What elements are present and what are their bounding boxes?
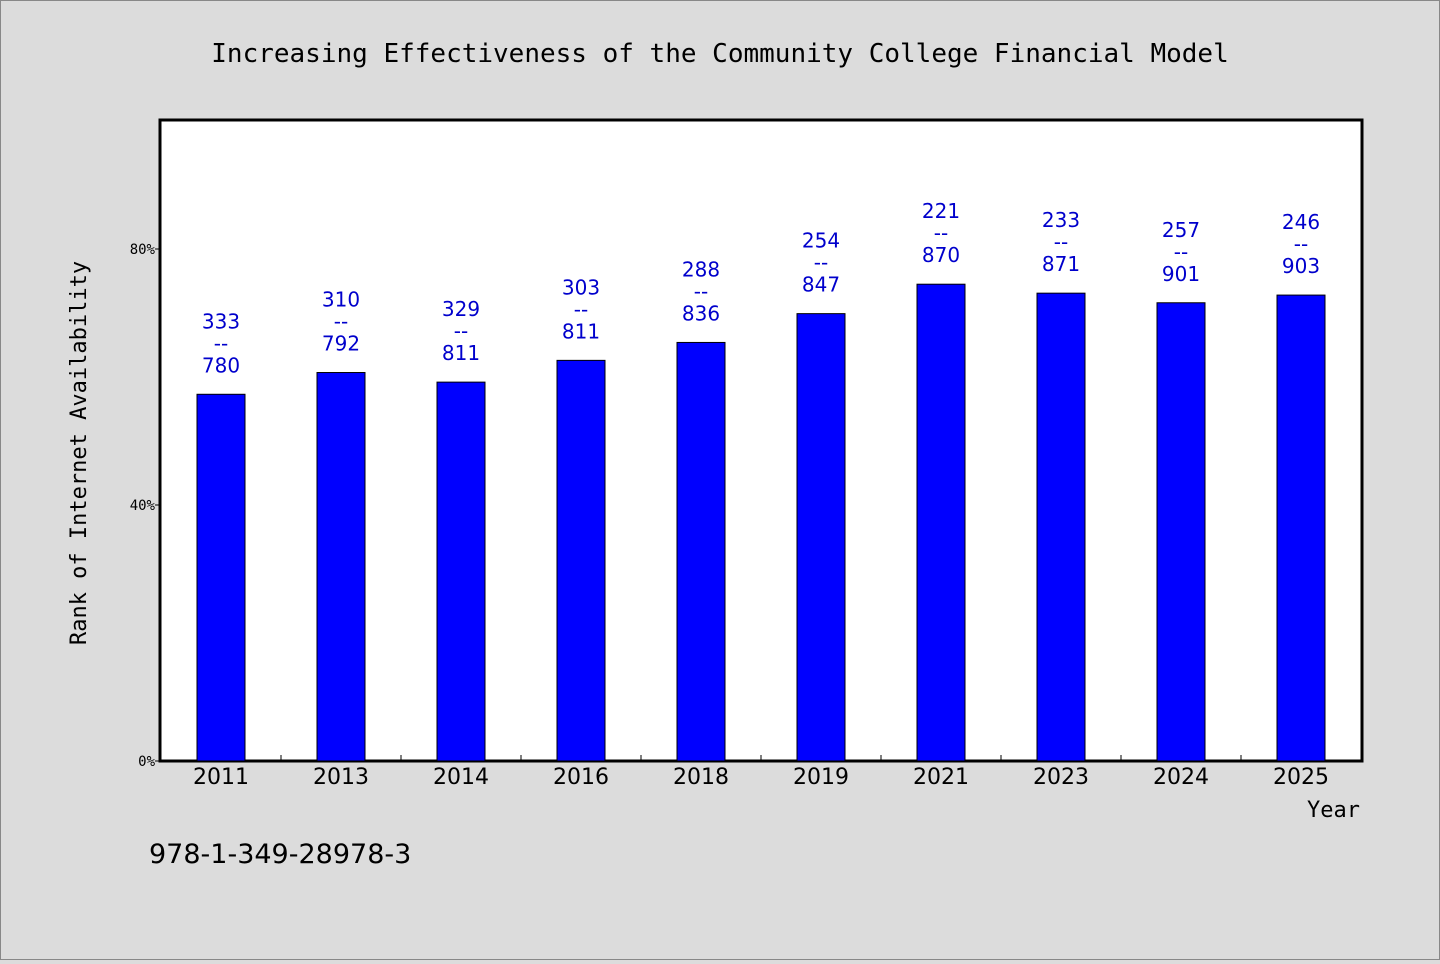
bar-label-bottom-2021: 870: [922, 243, 960, 267]
x-tick-label-2018: 2018: [673, 765, 729, 790]
bar-2025: [1276, 294, 1326, 762]
bar-label-top-2021: 221: [922, 199, 960, 223]
bar-label-sep-2014: --: [454, 319, 468, 343]
bar-label-top-2024: 257: [1162, 218, 1200, 242]
bar-label-sep-2024: --: [1174, 240, 1188, 264]
y-tick-label-80: 80%: [130, 242, 156, 258]
x-tick-label-2023: 2023: [1033, 765, 1089, 790]
bar-label-bottom-2013: 792: [322, 332, 360, 356]
bar-label-top-2016: 303: [562, 275, 600, 299]
y-tick-label-0: 0%: [138, 754, 155, 770]
bar-2011: [196, 393, 246, 762]
chart-title: Increasing Effectiveness of the Communit…: [211, 39, 1228, 69]
bar-label-top-2011: 333: [202, 309, 240, 333]
bar-label-bottom-2019: 847: [802, 273, 840, 297]
isbn-text: 978-1-349-28978-3: [149, 839, 411, 870]
bar-label-bottom-2018: 836: [682, 301, 720, 325]
bar-2013: [316, 372, 366, 762]
x-tick-label-2024: 2024: [1153, 765, 1209, 790]
bar-2019: [796, 313, 846, 762]
x-tick-label-2014: 2014: [433, 765, 489, 790]
bar-2021: [916, 283, 966, 762]
bar-label-top-2014: 329: [442, 297, 480, 321]
bar-2023: [1036, 292, 1086, 762]
bar-label-sep-2016: --: [574, 297, 588, 321]
bar-label-bottom-2023: 871: [1042, 252, 1080, 276]
bar-label-top-2018: 288: [682, 257, 720, 281]
bars-group: [196, 283, 1326, 762]
bar-label-bottom-2025: 903: [1282, 254, 1320, 278]
y-axis-label: Rank of Internet Availability: [67, 261, 92, 645]
x-tick-label-2021: 2021: [913, 765, 969, 790]
bar-label-top-2025: 246: [1282, 210, 1320, 234]
bar-label-top-2023: 233: [1042, 208, 1080, 232]
y-tick-label-40: 40%: [130, 498, 156, 514]
bar-label-top-2019: 254: [802, 229, 840, 253]
data-labels-group: 333--780310--792329--811303--811288--836…: [202, 199, 1320, 377]
bar-2016: [556, 359, 606, 762]
bar-2018: [676, 341, 726, 762]
x-tick-label-2025: 2025: [1273, 765, 1329, 790]
bar-2024: [1156, 302, 1206, 762]
bar-label-sep-2011: --: [214, 331, 228, 355]
y-ticks-group: 0% 40% 80%: [130, 242, 161, 770]
bar-2014: [436, 381, 486, 762]
x-tick-label-2013: 2013: [313, 765, 369, 790]
bar-label-sep-2025: --: [1294, 232, 1308, 256]
bar-label-sep-2019: --: [814, 251, 828, 275]
bar-label-bottom-2024: 901: [1162, 262, 1200, 286]
bar-label-sep-2021: --: [934, 221, 948, 245]
x-axis-label: Year: [1307, 798, 1360, 823]
bar-label-sep-2013: --: [334, 310, 348, 334]
x-tick-label-2016: 2016: [553, 765, 609, 790]
bar-label-bottom-2016: 811: [562, 319, 600, 343]
bar-label-bottom-2014: 811: [442, 341, 480, 365]
bar-label-sep-2023: --: [1054, 230, 1068, 254]
x-tick-label-2011: 2011: [193, 765, 249, 790]
x-tick-label-2019: 2019: [793, 765, 849, 790]
x-ticks-group: 2011 2013 2014 2016 2018 2019 2021 2023 2024 2025: [193, 755, 1329, 790]
bar-label-top-2013: 310: [322, 288, 360, 312]
bar-label-sep-2018: --: [694, 279, 708, 303]
bar-label-bottom-2011: 780: [202, 353, 240, 377]
